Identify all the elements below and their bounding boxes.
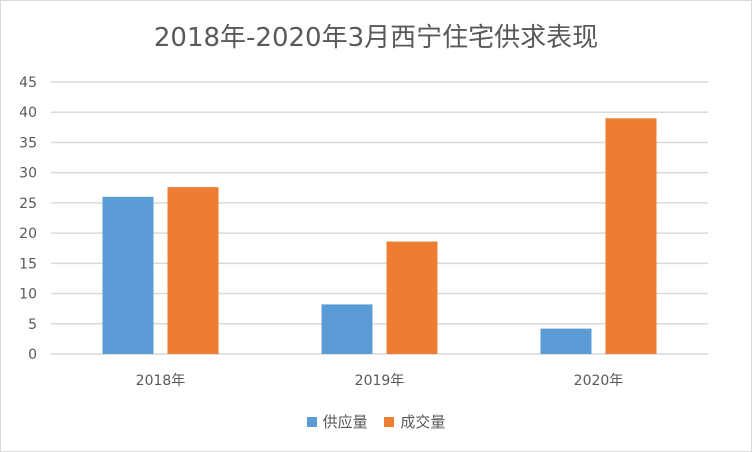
legend-swatch — [306, 416, 317, 427]
legend: 供应量 成交量 — [1, 411, 751, 432]
bar-supply — [102, 196, 154, 354]
y-tick-label: 30 — [19, 166, 37, 182]
y-tick-label: 0 — [28, 347, 37, 363]
y-tick-label: 10 — [19, 287, 37, 303]
bar-supply — [321, 304, 373, 354]
legend-label: 成交量 — [400, 413, 446, 431]
y-tick-label: 15 — [19, 256, 37, 272]
chart-title: 2018年-2020年3月西宁住宅供求表现 — [153, 23, 599, 53]
y-tick-label: 5 — [28, 317, 37, 333]
y-tick-label: 35 — [19, 135, 37, 151]
bar-supply — [540, 328, 592, 354]
bar-deals — [167, 187, 219, 354]
x-tick-label: 2019年 — [355, 373, 405, 389]
legend-swatch — [384, 416, 395, 427]
legend-item-deals: 成交量 — [384, 411, 445, 432]
y-tick-label: 20 — [19, 226, 37, 242]
y-tick-label: 40 — [19, 105, 37, 121]
bar-deals — [605, 118, 657, 355]
x-tick-label: 2020年 — [574, 373, 624, 389]
legend-label: 供应量 — [322, 413, 368, 431]
y-tick-label: 45 — [19, 75, 37, 91]
legend-item-supply: 供应量 — [306, 411, 368, 432]
y-tick-label: 25 — [19, 196, 37, 212]
x-tick-label: 2018年 — [136, 373, 186, 389]
bar-deals — [386, 241, 438, 354]
